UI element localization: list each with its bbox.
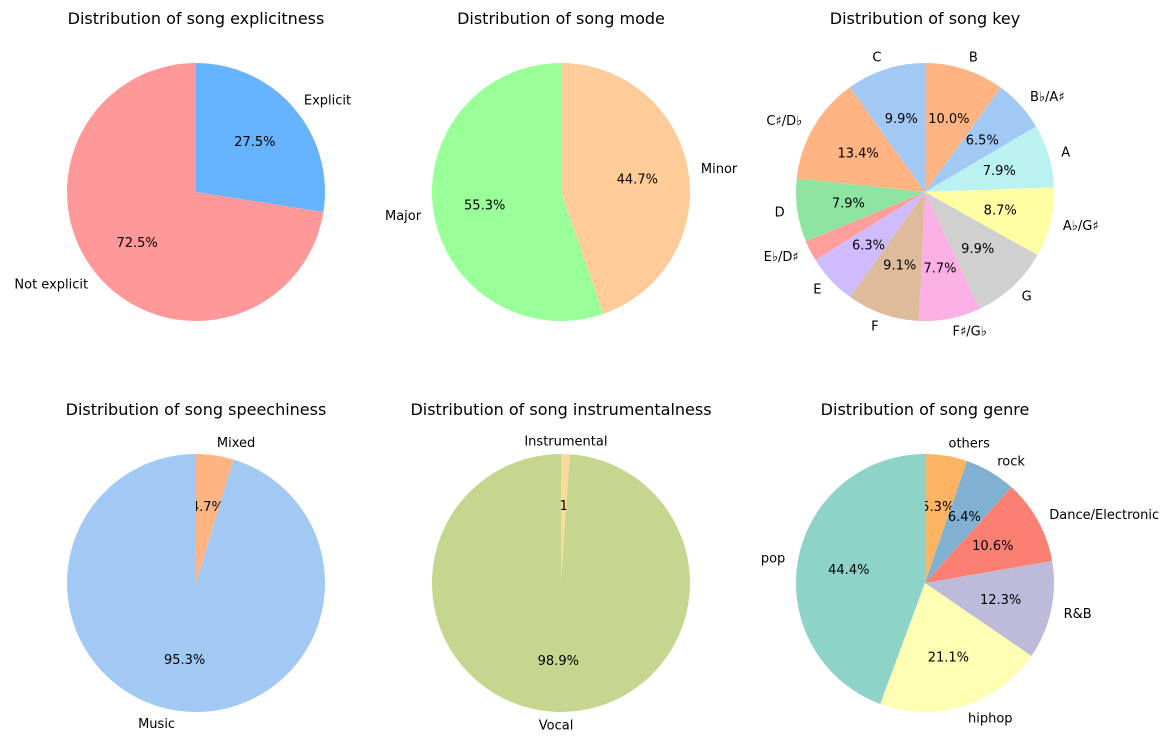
pie-slice-aflat-gsharp [925, 187, 1055, 256]
pct-label-others: 5.3% [921, 500, 954, 515]
slice-label-aflat-gsharp: A♭/G♯ [1063, 219, 1099, 234]
pie-slice-music [67, 454, 326, 712]
slice-label-hiphop: hiphop [968, 712, 1013, 727]
slice-label-d: D [775, 206, 785, 221]
pct-label-f: 9.1% [883, 259, 916, 274]
pie-slice-csharp-dflat [796, 87, 925, 192]
slice-label-bflat-asharp: B♭/A♯ [1030, 90, 1065, 105]
slice-label-major: Major [385, 209, 422, 224]
pct-label-a: 7.9% [983, 164, 1016, 179]
slice-label-a: A [1061, 146, 1070, 161]
pct-label-g: 9.9% [961, 242, 994, 257]
slice-label-music: Music [138, 717, 175, 732]
slice-label-e: E [813, 283, 821, 298]
slice-label-fsharp-gflat: F♯/G♭ [953, 325, 987, 340]
slice-label-randb: R&B [1064, 607, 1092, 622]
chart-title-genre: Distribution of song genre [821, 400, 1030, 419]
pie-slice-pop [796, 454, 925, 704]
chart-title-explicitness: Distribution of song explicitness [68, 9, 325, 28]
pct-label-music: 95.3% [164, 653, 205, 668]
pie-slice-c [849, 63, 925, 192]
chart-title-key: Distribution of song key [830, 9, 1020, 28]
pct-label-minor: 44.7% [617, 173, 658, 188]
pct-label-vocal: 98.9% [538, 654, 579, 669]
pie-mode: Minor 44.7% Major 55.3% [385, 63, 738, 321]
pct-label-rock: 6.4% [948, 510, 981, 525]
pie-slice-randb [925, 561, 1055, 656]
slice-label-dance-electronic: Dance/Electronic [1049, 508, 1159, 523]
slice-label-eflat-dsharp: E♭/D♯ [764, 250, 799, 265]
pct-label-aflat-gsharp: 8.7% [984, 204, 1017, 219]
slice-label-minor: Minor [701, 162, 738, 177]
pct-label-pop: 44.4% [828, 563, 869, 578]
slice-label-instrumental: Instrumental [524, 435, 607, 450]
pie-speechiness: Mixed 4.7% Music 95.3% [67, 436, 326, 732]
pie-slice-mixed [196, 454, 234, 583]
pie-slice-major [431, 63, 604, 321]
pie-slice-instrumental [561, 454, 570, 583]
pie-explicitness: Explicit 27.5% Not explicit 72.5% [14, 63, 351, 321]
slice-label-explicit: Explicit [304, 93, 351, 108]
slice-label-rock: rock [997, 454, 1025, 469]
pie-slice-eflat-dsharp [805, 192, 925, 260]
pct-label-e: 6.3% [852, 238, 885, 253]
pie-slice-bflat-asharp [925, 87, 1037, 192]
chart-title-speechiness: Distribution of song speechiness [66, 400, 327, 419]
pie-slice-fsharp-gflat [918, 192, 980, 322]
pie-slice-vocal [431, 454, 690, 712]
slice-label-not-explicit: Not explicit [14, 278, 88, 293]
pie-slice-e [815, 192, 925, 298]
slice-label-csharp-dflat: C♯/D♭ [766, 114, 802, 129]
pie-slice-a [925, 126, 1054, 192]
pie-slice-d [796, 178, 925, 242]
chart-title-instrumentalness: Distribution of song instrumentalness [410, 400, 711, 419]
pct-label-explicit: 27.5% [234, 135, 275, 150]
pie-slice-f [850, 192, 925, 321]
pie-slice-g [925, 192, 1038, 309]
pie-genre: others 5.3% rock 6.4% Dance/Electronic 10.6% R… [761, 437, 1159, 727]
slice-label-vocal: Vocal [539, 718, 574, 733]
pct-label-c: 9.9% [885, 112, 918, 127]
pct-label-randb: 12.3% [980, 593, 1021, 608]
slice-label-g: G [1022, 290, 1032, 305]
slice-label-b: B [969, 51, 978, 66]
pie-slice-dance-electronic [925, 487, 1053, 583]
pct-label-hiphop: 21.1% [928, 650, 969, 665]
pie-slice-rock [925, 461, 1012, 583]
slice-label-c: C [872, 50, 881, 65]
pie-slice-explicit [196, 63, 325, 213]
pct-label-b: 10.0% [928, 112, 969, 127]
pie-slice-minor [561, 63, 690, 314]
pct-label-dance-electronic: 10.6% [972, 539, 1013, 554]
slice-label-pop: pop [761, 552, 785, 567]
slice-label-others: others [949, 437, 991, 452]
pie-slice-hiphop [880, 583, 1032, 712]
chart-title-mode: Distribution of song mode [457, 9, 665, 28]
pct-label-d: 7.9% [832, 197, 865, 212]
pct-label-mixed: 4.7% [191, 500, 224, 515]
pct-label-major: 55.3% [464, 198, 505, 213]
pct-label-fsharp-gflat: 7.7% [923, 261, 956, 276]
slice-label-mixed: Mixed [217, 436, 255, 451]
pie-slice-others [925, 453, 968, 583]
slice-label-f: F [871, 320, 878, 335]
pct-label-bflat-asharp: 6.5% [966, 134, 999, 149]
pie-key: B 10.0% B♭/A♯ 6.5% A 7.9% A♭/G♯ 8.7% G 9.9% F♯/G♭ 7… [764, 50, 1099, 339]
pct-label-csharp-dflat: 13.4% [837, 147, 878, 162]
pie-slice-b [925, 63, 1001, 192]
pct-label-not-explicit: 72.5% [116, 236, 157, 251]
pie-slice-not-explicit [66, 63, 324, 321]
